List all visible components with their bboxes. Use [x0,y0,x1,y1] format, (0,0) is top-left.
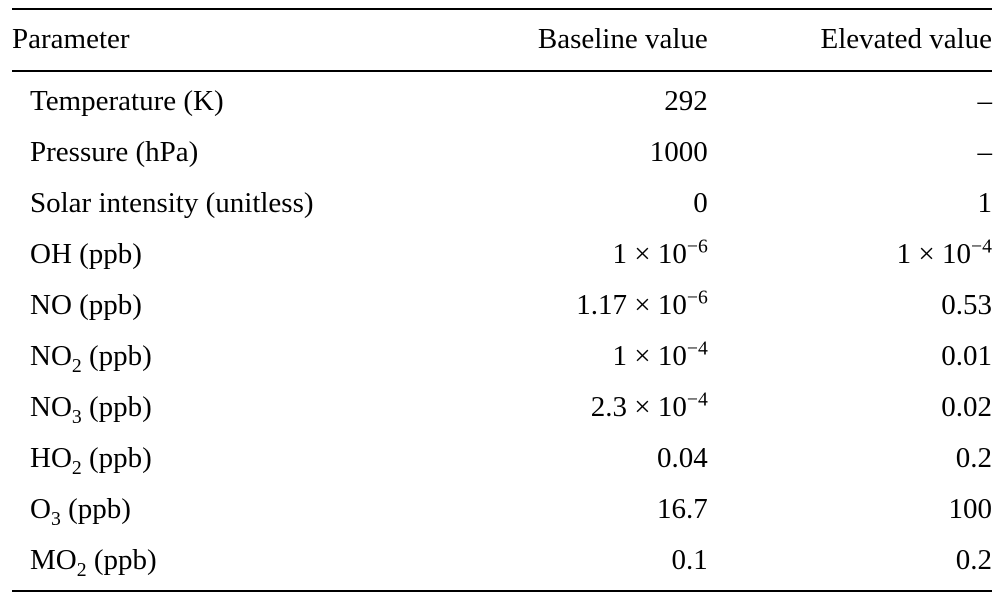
baseline-value: 0.04 [657,441,708,474]
parameter-label-suffix: (ppb) [60,492,131,525]
baseline-value-cell: 16.7 [463,484,708,535]
parameter-label: Temperature (K) [30,84,224,117]
parameter-subscript: 2 [76,558,87,581]
baseline-value-cell: 0.04 [463,433,708,484]
baseline-value: 2.3 × 10 [590,390,687,423]
elevated-value-cell: 0.53 [708,280,992,331]
elevated-value-cell: 0.01 [708,331,992,382]
table-row: NO3 (ppb) 2.3 × 10−4 0.02 [12,382,992,433]
parameter-cell: O3 (ppb) [12,484,463,535]
table-row: NO (ppb) 1.17 × 10−6 0.53 [12,280,992,331]
baseline-value-cell: 1000 [463,127,708,178]
parameters-table: Parameter Baseline value Elevated value … [12,8,992,592]
parameter-label: NO [30,390,72,423]
parameter-label: Solar intensity (unitless) [30,186,314,219]
parameter-subscript: 2 [71,456,82,479]
parameter-cell: OH (ppb) [12,229,463,280]
parameter-label: HO [30,441,72,474]
table-row: NO2 (ppb) 1 × 10−4 0.01 [12,331,992,382]
table-row: O3 (ppb) 16.7 100 [12,484,992,535]
header-row: Parameter Baseline value Elevated value [12,9,992,72]
table-row: MO2 (ppb) 0.1 0.2 [12,535,992,591]
table-row: HO2 (ppb) 0.04 0.2 [12,433,992,484]
column-header-elevated-value: Elevated value [707,9,992,72]
parameter-cell: NO3 (ppb) [12,382,463,433]
baseline-exponent: −6 [686,286,708,309]
elevated-value: 100 [948,492,993,525]
baseline-value-cell: 0 [463,178,708,229]
elevated-value-cell: 100 [708,484,993,535]
elevated-value-cell: 0.02 [708,382,992,433]
elevated-value: – [977,84,993,117]
baseline-exponent: −4 [686,337,708,360]
baseline-value: 0.1 [671,543,708,576]
table-row: Temperature (K) 292 – [12,71,992,127]
elevated-value-cell: 0.2 [708,535,992,591]
parameter-cell: HO2 (ppb) [12,433,463,484]
table-row: OH (ppb) 1 × 10−6 1 × 10−4 [12,229,992,280]
elevated-value-cell: 1 × 10−4 [708,229,992,280]
elevated-value-cell: 0.2 [708,433,992,484]
parameter-cell: MO2 (ppb) [12,535,463,591]
parameter-label: MO [30,543,77,576]
parameter-label: OH (ppb) [30,237,142,270]
elevated-value: – [977,135,993,168]
elevated-value-cell: 1 [708,178,993,229]
parameter-label-suffix: (ppb) [86,543,157,576]
baseline-value-cell: 0.1 [463,535,708,591]
baseline-value-cell: 2.3 × 10−4 [463,382,708,433]
column-header-baseline-value: Baseline value [462,9,708,72]
parameter-label: NO (ppb) [30,288,142,321]
column-header-parameter: Parameter [12,9,463,72]
parameter-subscript: 2 [71,354,82,377]
baseline-value: 1 × 10 [612,237,687,270]
parameter-cell: NO (ppb) [12,280,463,331]
baseline-value: 1 × 10 [612,339,687,372]
elevated-value: 0.01 [941,339,992,372]
baseline-value-cell: 1 × 10−4 [463,331,708,382]
baseline-exponent: −6 [686,235,708,258]
parameter-label-suffix: (ppb) [81,339,152,372]
parameter-cell: Solar intensity (unitless) [12,178,463,229]
table-row: Solar intensity (unitless) 0 1 [12,178,992,229]
parameter-subscript: 3 [50,507,61,530]
baseline-value: 16.7 [657,492,708,525]
elevated-value: 1 × 10 [896,237,972,270]
parameter-subscript: 3 [71,405,82,428]
parameter-cell: NO2 (ppb) [12,331,463,382]
baseline-exponent: −4 [686,388,708,411]
parameter-cell: Temperature (K) [12,71,463,127]
baseline-value-cell: 292 [463,71,708,127]
parameter-label: NO [30,339,72,372]
baseline-value-cell: 1.17 × 10−6 [463,280,708,331]
parameter-label: O [30,492,51,525]
baseline-value: 0 [693,186,708,219]
elevated-value: 0.2 [955,441,992,474]
parameter-label-suffix: (ppb) [81,390,152,423]
baseline-value: 292 [664,84,708,117]
baseline-value-cell: 1 × 10−6 [463,229,708,280]
parameter-label-suffix: (ppb) [81,441,152,474]
elevated-exponent: −4 [971,235,992,258]
elevated-value: 0.02 [941,390,992,423]
elevated-value-cell: – [708,127,993,178]
parameter-cell: Pressure (hPa) [12,127,463,178]
elevated-value: 0.53 [941,288,992,321]
baseline-value: 1.17 × 10 [576,288,687,321]
parameter-label: Pressure (hPa) [30,135,199,168]
baseline-value: 1000 [649,135,708,168]
table-row: Pressure (hPa) 1000 – [12,127,992,178]
elevated-value: 1 [977,186,993,219]
elevated-value: 0.2 [955,543,992,576]
elevated-value-cell: – [708,71,993,127]
